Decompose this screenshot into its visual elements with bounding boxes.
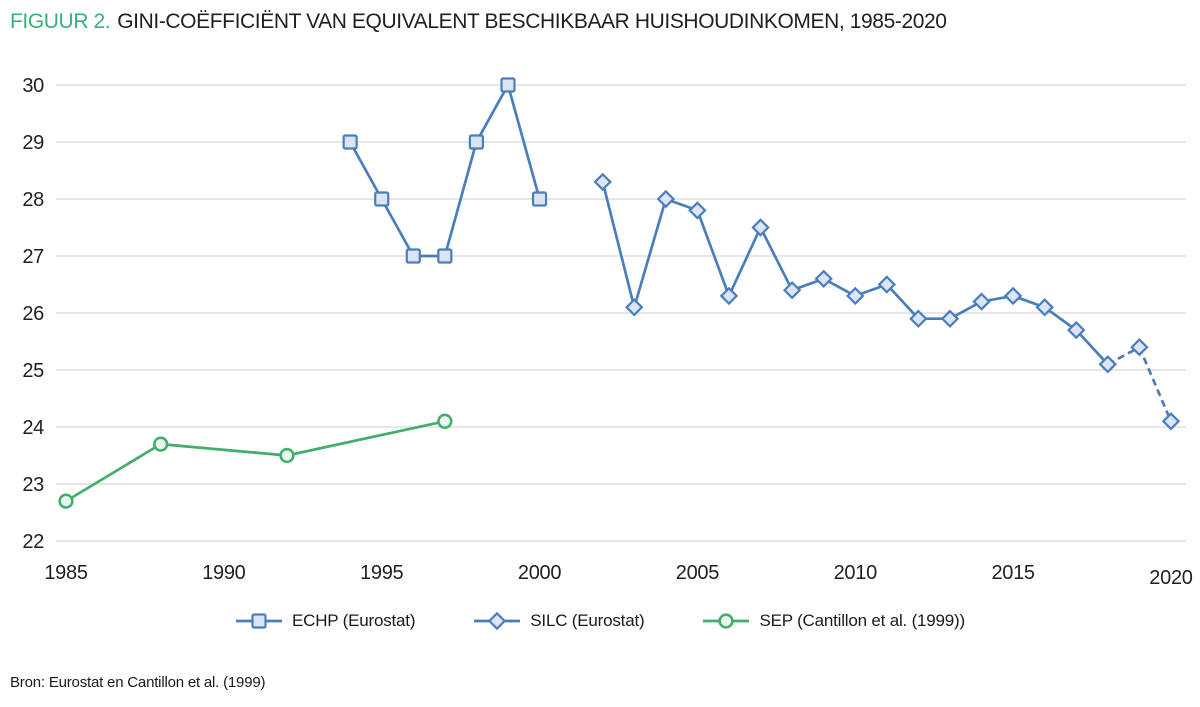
legend-label-silc: SILC (Eurostat) [530, 611, 645, 630]
series-line-segment [443, 141, 478, 257]
diamond-data-point-marker [719, 286, 739, 306]
series-line-segment [601, 181, 636, 308]
diamond-data-point-marker [1067, 320, 1086, 340]
figure-title: FIGUUR 2. GINI-COËFFICIËNT VAN EQUIVALENT… [10, 10, 947, 34]
square-data-point-marker [342, 134, 358, 150]
diamond-data-point-marker [814, 269, 833, 288]
x-axis-tick-label: 2015 [991, 562, 1034, 584]
figure-number-label: FIGUUR 2. [10, 10, 111, 33]
y-axis-tick-label: 29 [22, 132, 44, 154]
legend-label-echp: ECHP (Eurostat) [292, 611, 416, 630]
square-data-point-marker [251, 613, 267, 629]
diamond-data-point-marker [1035, 298, 1054, 317]
y-axis-tick-label: 28 [22, 189, 44, 211]
y-axis-tick-label: 24 [22, 417, 44, 439]
circle-data-point-marker [153, 436, 169, 452]
square-data-point-marker [374, 191, 390, 207]
diamond-data-point-marker [751, 218, 770, 237]
diamond-data-point-marker [1003, 286, 1023, 306]
legend-diamond-marker-icon [474, 612, 521, 630]
circle-data-point-marker [58, 493, 74, 509]
diamond-data-point-marker [909, 309, 928, 328]
x-axis-tick-label: 1985 [44, 562, 87, 584]
series-line-segment [65, 442, 162, 503]
x-axis-tick-label: 1990 [202, 562, 245, 584]
diamond-data-point-marker [782, 281, 802, 300]
y-axis-tick-label: 30 [22, 75, 44, 97]
series-line-segment [286, 419, 446, 457]
series-line-segment [632, 198, 668, 308]
legend-item-silc: SILC (Eurostat) [473, 611, 645, 631]
chart-legend: ECHP (Eurostat) SILC (Eurostat) SEP (Can… [0, 611, 1200, 631]
diamond-data-point-marker [1098, 355, 1118, 374]
figure-title-text: GINI-COËFFICIËNT VAN EQUIVALENT BESCHIKB… [117, 10, 947, 33]
x-axis-tick-label: 2020 [1149, 567, 1192, 589]
diamond-data-point-marker [625, 298, 644, 317]
series-line-segment [759, 226, 794, 291]
diamond-data-point-marker [488, 612, 507, 630]
diamond-data-point-marker [656, 189, 676, 209]
y-axis-tick-label: 22 [22, 531, 44, 553]
square-data-point-marker [500, 77, 516, 93]
legend-circle-marker-icon [703, 613, 750, 629]
square-data-point-marker [531, 191, 548, 207]
circle-data-point-marker [279, 447, 295, 464]
x-axis-tick-label: 2000 [518, 562, 561, 584]
series-line-segment [506, 84, 541, 200]
x-axis-tick-label: 2005 [676, 562, 719, 584]
gini-line-chart: 22 23 24 25 26 27 28 29 30 1985 1990 1995 2000 2005 20… [22, 75, 1193, 589]
series-line-segment [380, 198, 415, 257]
diamond-data-point-marker [972, 292, 991, 311]
series-line-segment [475, 84, 510, 143]
circle-data-point-marker [718, 613, 735, 629]
x-axis-tick-label: 2010 [834, 562, 877, 584]
circle-data-point-marker [437, 413, 453, 429]
series-line-segment [1075, 329, 1109, 366]
series-line-segment [727, 226, 762, 297]
y-axis-tick-label: 26 [22, 303, 44, 325]
legend-square-marker-icon [236, 613, 282, 629]
diamond-data-point-marker [593, 172, 612, 192]
legend-label-sep: SEP (Cantillon et al. (1999)) [759, 611, 965, 630]
diamond-data-point-marker [688, 201, 707, 220]
diamond-data-point-marker [1130, 338, 1149, 357]
series-line-segment [885, 283, 920, 320]
diamond-data-point-marker [1161, 412, 1181, 431]
y-axis-tick-label: 23 [22, 474, 44, 496]
square-data-point-marker [468, 134, 485, 150]
x-axis-tick-label: 1995 [360, 562, 403, 584]
y-axis-tick-label: 27 [22, 246, 44, 268]
series-line-segment [348, 141, 383, 200]
series-line-segment [1138, 346, 1173, 422]
legend-item-sep: SEP (Cantillon et al. (1999)) [702, 611, 965, 631]
y-axis-tick-label: 25 [22, 360, 44, 382]
diamond-data-point-marker [940, 309, 960, 328]
series-line-segment [160, 442, 288, 457]
diamond-data-point-marker [846, 286, 865, 306]
legend-item-echp: ECHP (Eurostat) [235, 611, 415, 631]
square-data-point-marker [405, 248, 421, 264]
square-data-point-marker [437, 248, 453, 264]
diamond-data-point-marker [877, 275, 897, 294]
series-line-segment [696, 209, 731, 297]
source-note: Bron: Eurostat en Cantillon et al. (1999… [10, 674, 266, 691]
